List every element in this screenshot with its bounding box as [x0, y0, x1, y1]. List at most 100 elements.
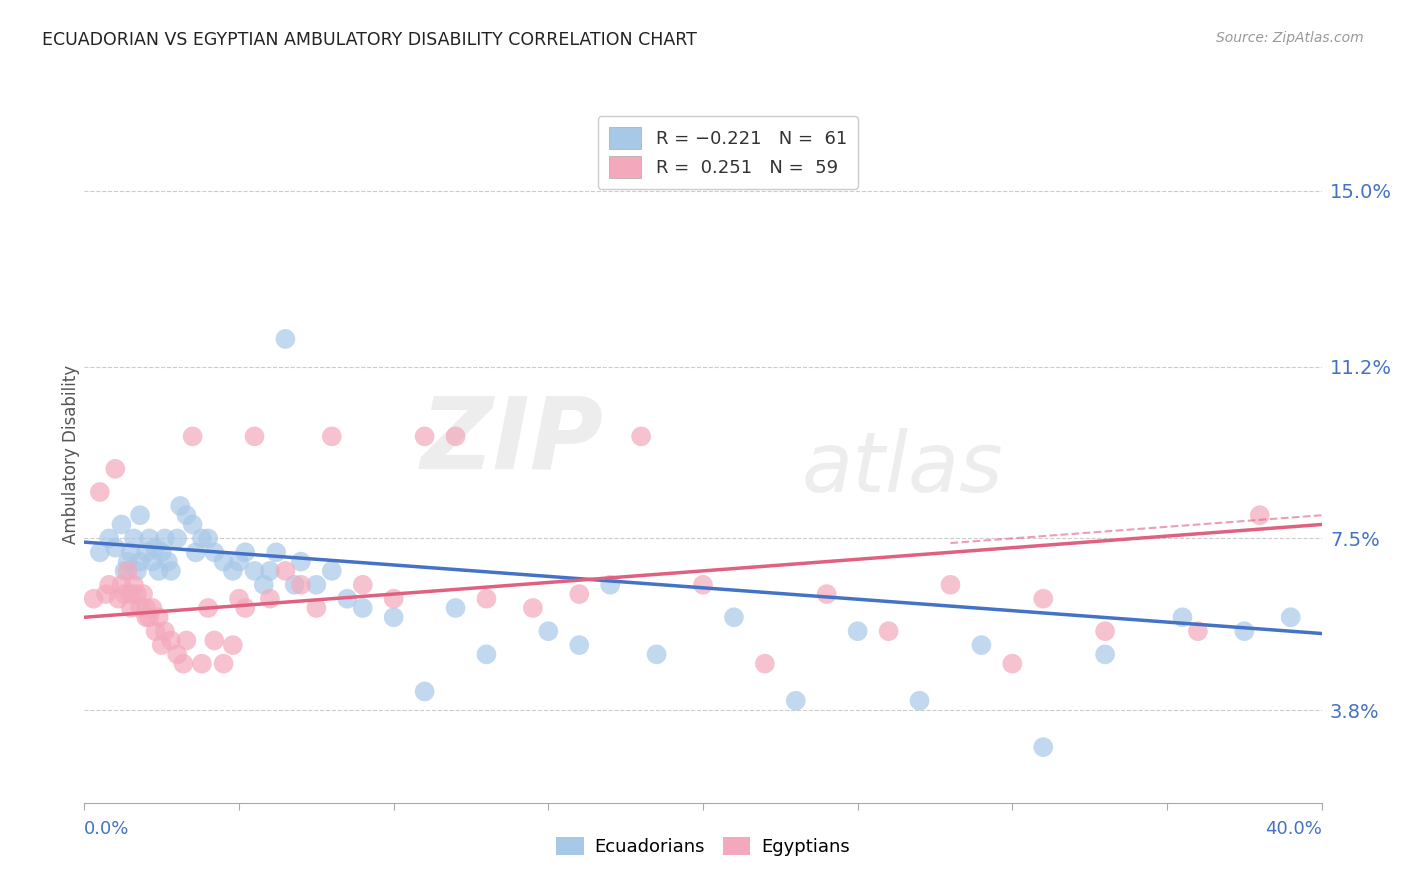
Point	[259, 564, 281, 578]
Point	[141, 555, 163, 569]
Point	[413, 429, 436, 443]
Point	[877, 624, 900, 639]
Point	[599, 578, 621, 592]
Text: ZIP: ZIP	[420, 392, 605, 490]
Point	[122, 578, 145, 592]
Point	[1249, 508, 1271, 523]
Point	[181, 517, 204, 532]
Point	[197, 532, 219, 546]
Point	[352, 601, 374, 615]
Point	[212, 657, 235, 671]
Point	[153, 624, 176, 639]
Point	[305, 578, 328, 592]
Point	[135, 610, 157, 624]
Point	[243, 564, 266, 578]
Point	[166, 648, 188, 662]
Point	[444, 601, 467, 615]
Point	[233, 545, 256, 559]
Point	[181, 429, 204, 443]
Point	[1032, 740, 1054, 755]
Point	[1187, 624, 1209, 639]
Point	[138, 532, 160, 546]
Point	[568, 587, 591, 601]
Point	[120, 601, 142, 615]
Point	[89, 545, 111, 559]
Point	[83, 591, 105, 606]
Point	[754, 657, 776, 671]
Point	[846, 624, 869, 639]
Text: atlas: atlas	[801, 428, 1004, 509]
Point	[537, 624, 560, 639]
Point	[1094, 648, 1116, 662]
Point	[259, 591, 281, 606]
Point	[145, 541, 167, 555]
Point	[172, 657, 194, 671]
Point	[129, 555, 152, 569]
Point	[191, 532, 214, 546]
Point	[290, 578, 312, 592]
Point	[129, 508, 152, 523]
Point	[475, 591, 498, 606]
Point	[290, 555, 312, 569]
Point	[150, 638, 173, 652]
Point	[156, 555, 179, 569]
Point	[202, 545, 225, 559]
Point	[1094, 624, 1116, 639]
Text: 0.0%: 0.0%	[84, 821, 129, 838]
Point	[135, 545, 157, 559]
Point	[132, 587, 155, 601]
Point	[94, 587, 117, 601]
Legend: Ecuadorians, Egyptians: Ecuadorians, Egyptians	[550, 830, 856, 863]
Point	[1279, 610, 1302, 624]
Text: 40.0%: 40.0%	[1265, 821, 1322, 838]
Point	[125, 564, 148, 578]
Point	[148, 564, 170, 578]
Point	[785, 694, 807, 708]
Point	[228, 555, 250, 569]
Point	[233, 601, 256, 615]
Point	[191, 657, 214, 671]
Point	[212, 555, 235, 569]
Point	[114, 564, 136, 578]
Point	[692, 578, 714, 592]
Point	[117, 564, 139, 578]
Point	[117, 555, 139, 569]
Point	[568, 638, 591, 652]
Point	[222, 638, 245, 652]
Point	[98, 578, 121, 592]
Point	[723, 610, 745, 624]
Point	[645, 648, 668, 662]
Point	[153, 532, 176, 546]
Point	[970, 638, 993, 652]
Point	[110, 517, 132, 532]
Point	[382, 591, 405, 606]
Point	[148, 610, 170, 624]
Point	[129, 601, 152, 615]
Point	[630, 429, 652, 443]
Point	[176, 633, 198, 648]
Point	[264, 545, 287, 559]
Point	[160, 564, 183, 578]
Point	[284, 578, 307, 592]
Point	[104, 462, 127, 476]
Point	[122, 532, 145, 546]
Point	[1001, 657, 1024, 671]
Point	[1233, 624, 1256, 639]
Point	[908, 694, 931, 708]
Point	[135, 601, 157, 615]
Point	[120, 545, 142, 559]
Point	[120, 587, 142, 601]
Point	[1171, 610, 1194, 624]
Point	[166, 532, 188, 546]
Point	[125, 587, 148, 601]
Point	[444, 429, 467, 443]
Point	[145, 624, 167, 639]
Point	[169, 499, 191, 513]
Point	[110, 578, 132, 592]
Y-axis label: Ambulatory Disability: Ambulatory Disability	[62, 366, 80, 544]
Point	[382, 610, 405, 624]
Point	[253, 578, 276, 592]
Point	[321, 564, 343, 578]
Point	[321, 429, 343, 443]
Point	[352, 578, 374, 592]
